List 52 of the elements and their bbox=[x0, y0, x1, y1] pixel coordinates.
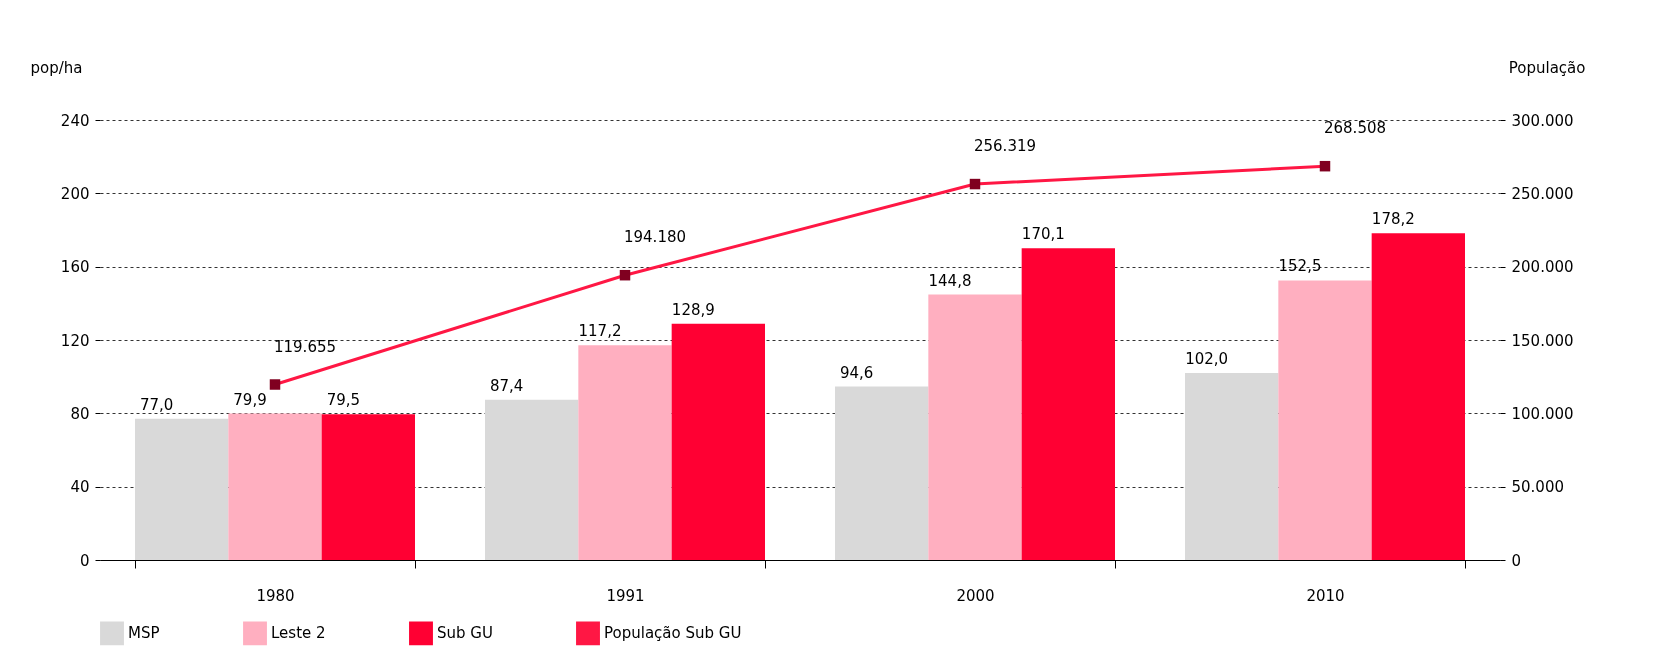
y-tick-label: 80 bbox=[70, 404, 90, 423]
bar bbox=[578, 345, 672, 560]
bar bbox=[1021, 248, 1115, 560]
data-label: 77,0 bbox=[139, 395, 174, 414]
legend-label: Leste 2 bbox=[271, 624, 326, 643]
data-label: 152,5 bbox=[1278, 257, 1322, 276]
bar bbox=[228, 413, 322, 560]
y-axis-title: pop/ha bbox=[30, 58, 83, 77]
data-label: 94,6 bbox=[839, 363, 874, 382]
bar bbox=[1371, 233, 1465, 560]
y-tick-label: 120 bbox=[60, 331, 90, 350]
bar bbox=[485, 399, 579, 560]
bar bbox=[1185, 373, 1279, 560]
data-label: 79,5 bbox=[326, 391, 361, 410]
data-label: 119.655 bbox=[273, 337, 337, 356]
y-tick-label: 240 bbox=[60, 111, 90, 130]
bar bbox=[1278, 280, 1372, 560]
legend-label: MSP bbox=[128, 624, 160, 643]
x-tick-label: 2000 bbox=[956, 586, 995, 605]
legend-label: Sub GU bbox=[437, 624, 493, 643]
data-label: 194.180 bbox=[623, 228, 687, 247]
data-label: 178,2 bbox=[1371, 210, 1415, 229]
data-label: 144,8 bbox=[928, 271, 972, 290]
y2-axis-title: População bbox=[1508, 58, 1586, 77]
y2-tick-label: 200.000 bbox=[1511, 258, 1574, 277]
data-label: 87,4 bbox=[489, 376, 524, 395]
y2-tick-label: 150.000 bbox=[1511, 331, 1574, 350]
x-tick-label: 1991 bbox=[606, 586, 645, 605]
bar bbox=[321, 414, 415, 560]
y2-tick-label: 100.000 bbox=[1511, 404, 1574, 423]
bar bbox=[671, 323, 765, 560]
data-label: 268.508 bbox=[1323, 119, 1387, 138]
y-tick-label: 0 bbox=[79, 551, 90, 570]
y-tick-label: 40 bbox=[70, 478, 90, 497]
data-label: 117,2 bbox=[578, 322, 622, 341]
bar bbox=[135, 418, 229, 560]
y2-tick-label: 50.000 bbox=[1511, 478, 1564, 497]
x-tick-label: 1980 bbox=[256, 586, 295, 605]
y2-tick-label: 0 bbox=[1511, 551, 1522, 570]
y2-tick-label: 250.000 bbox=[1511, 184, 1574, 203]
x-tick-label: 2010 bbox=[1306, 586, 1345, 605]
y2-tick-label: 300.000 bbox=[1511, 111, 1574, 130]
data-label: 79,9 bbox=[233, 390, 267, 409]
y-tick-label: 160 bbox=[60, 258, 90, 277]
data-label: 128,9 bbox=[671, 300, 715, 319]
bar bbox=[928, 294, 1022, 560]
bar bbox=[835, 386, 929, 560]
legend-label: População Sub GU bbox=[604, 624, 742, 643]
data-label: 170,1 bbox=[1021, 225, 1065, 244]
data-label: 256.319 bbox=[973, 137, 1037, 156]
data-label: 102,0 bbox=[1185, 350, 1229, 368]
y-tick-label: 200 bbox=[60, 184, 90, 203]
